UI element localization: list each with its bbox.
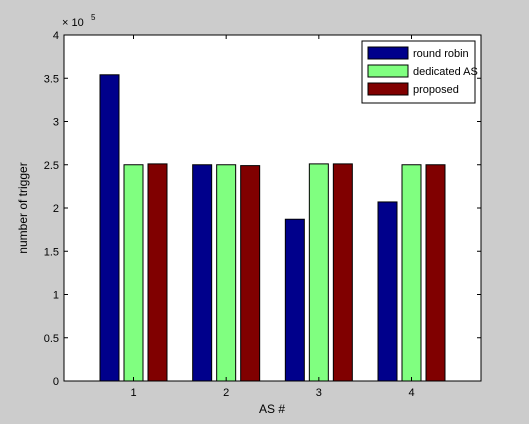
y-tick-label: 0.5 (44, 333, 59, 345)
bar-round-robin-as2 (192, 164, 213, 382)
legend-swatch (367, 46, 409, 60)
bar-proposed-as2 (240, 165, 261, 382)
legend-swatch (367, 64, 409, 78)
y-axis-label: number of trigger (16, 162, 30, 253)
bar-dedicated-as-as3 (308, 163, 329, 382)
y-tick-label: 3 (53, 117, 59, 129)
x-ticks-group: 1 2 3 4 (130, 35, 415, 399)
y-tick-label: 0 (53, 376, 59, 388)
legend-label: round robin (413, 48, 469, 60)
y-tick-label: 1 (53, 290, 59, 302)
bar-round-robin-as3 (284, 218, 305, 382)
y-tick-label: 2 (53, 203, 59, 215)
bar-dedicated-as-as2 (216, 164, 237, 382)
bar-proposed-as1 (147, 163, 168, 382)
x-tick-label: 4 (408, 387, 414, 399)
bar-dedicated-as-as1 (123, 164, 144, 382)
y-exponent-label: × 10 5 (62, 13, 96, 29)
bars-group (99, 74, 446, 382)
y-tick-label: 2.5 (44, 160, 59, 172)
x-axis-label: AS # (259, 402, 285, 416)
x-tick-label: 3 (316, 387, 322, 399)
legend: round robin dedicated AS proposed (361, 40, 478, 104)
bar-round-robin-as4 (377, 201, 398, 382)
legend-swatch (367, 82, 409, 96)
bar-dedicated-as-as4 (401, 164, 422, 382)
y-tick-label: 3.5 (44, 73, 59, 85)
legend-label: proposed (413, 84, 459, 96)
bar-proposed-as4 (425, 164, 446, 382)
y-exponent-power: 5 (91, 13, 96, 22)
x-tick-label: 1 (130, 387, 136, 399)
y-tick-label: 1.5 (44, 246, 59, 258)
legend-label: dedicated AS (413, 66, 478, 78)
y-ticks-group: 0 0.5 1 1.5 2 2.5 3 3.5 4 (44, 30, 481, 388)
bar-round-robin-as1 (99, 74, 120, 382)
y-tick-label: 4 (53, 30, 59, 42)
bar-proposed-as3 (332, 163, 353, 382)
y-exponent-base: × 10 (62, 17, 84, 29)
x-tick-label: 2 (223, 387, 229, 399)
